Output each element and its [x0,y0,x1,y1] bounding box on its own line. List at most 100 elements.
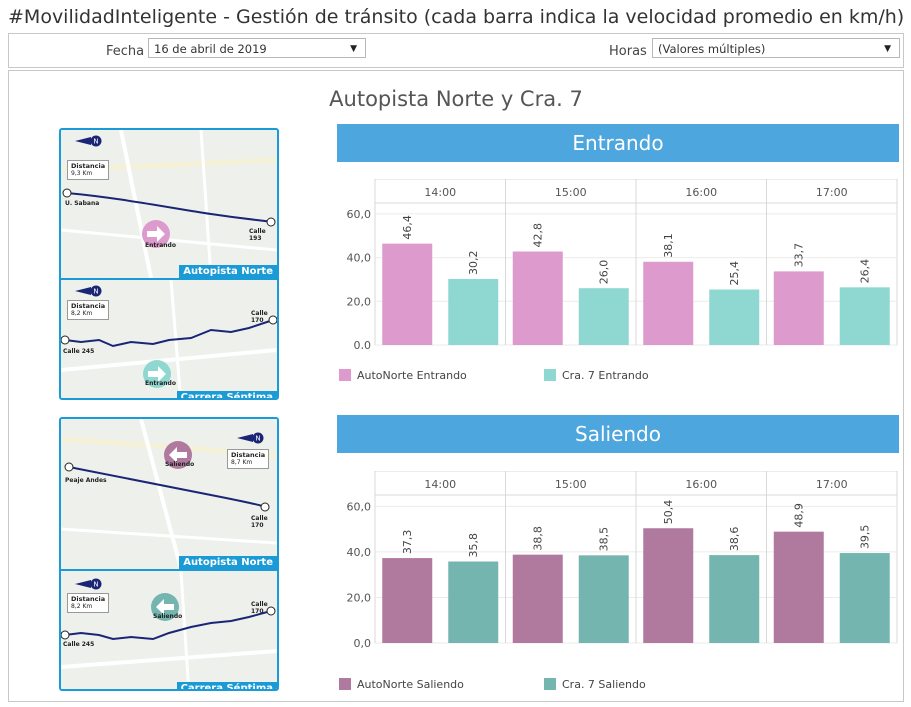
end-label: Calle 170 [251,310,268,324]
data-label: 37,3 [401,530,414,555]
start-label: U. Sabana [65,200,100,207]
data-label: 26,4 [859,259,872,284]
data-label: 48,9 [793,503,806,528]
legend-saliendo-2: Cra. 7 Saliendo [544,678,646,691]
fecha-label: Fecha [106,44,145,59]
data-label: 39,5 [859,525,872,550]
start-label: Calle 245 [63,641,95,648]
bar [773,531,824,643]
map-saliendo[interactable]: N Distancia 8,7 Km Peaje Andes Calle 170 … [59,417,279,691]
legend-label: Cra. 7 Saliendo [562,678,646,691]
y-tick-label: 20,0 [347,295,372,308]
chart-entrando: 0,0 20,0 40,0 60,0 14:00 46,4 30,2 15:00 42,8 26,… [347,179,898,349]
data-label: 46,4 [401,215,414,240]
y-tick-label: 20,0 [347,591,372,604]
map-background: N [61,130,277,278]
data-label: 35,8 [467,533,480,558]
legend-swatch [339,678,351,690]
map-background: N [61,280,277,398]
arrow-right-icon [143,360,171,388]
chevron-down-icon: ▼ [350,44,357,54]
distance-box: Distancia 8,2 Km [67,300,110,320]
legend-label: Cra. 7 Entrando [562,369,649,382]
arrow-left-icon [164,441,192,469]
bar [709,555,760,643]
category-label: 14:00 [424,186,456,199]
map-autopista-norte-entrando: N Distancia 9,3 Km U. Sabana Calle 193 En… [61,130,277,278]
direction-label: Entrando [145,380,176,387]
legend-entrando-2: Cra. 7 Entrando [544,369,649,382]
fecha-value: 16 de abril de 2019 [154,42,267,56]
data-label: 42,8 [532,223,545,248]
bar [643,261,694,345]
bar [839,553,890,643]
legend-label: AutoNorte Entrando [357,369,467,382]
bar [382,558,433,643]
map-entrando[interactable]: N Distancia 9,3 Km U. Sabana Calle 193 En… [59,128,279,400]
direction-label: Saliendo [165,461,195,468]
north-arrow-icon: N [75,578,102,590]
map-carrera-septima-entrando: N Distancia 8,2 Km Calle 245 Calle 170 En… [61,278,277,398]
map-background: N [61,571,277,689]
legend-swatch [544,678,556,690]
end-label: Calle 193 [249,228,266,242]
chevron-down-icon: ▼ [884,44,891,54]
y-tick-label: 0,0 [354,637,372,650]
data-label: 38,5 [598,527,611,552]
filter-bar: Fecha 16 de abril de 2019 ▼ Horas (Valor… [8,33,904,68]
bar [512,251,563,345]
fecha-dropdown[interactable]: 16 de abril de 2019 ▼ [148,38,366,58]
end-label: Calle 170 [251,515,268,529]
dashboard-panel: Autopista Norte y Cra. 7 N [8,70,904,702]
map-autopista-norte-saliendo: N Distancia 8,7 Km Peaje Andes Calle 170 … [61,419,277,569]
bar [578,288,629,345]
category-label: 15:00 [555,186,587,199]
direction-label: Entrando [145,242,176,249]
category-label: 15:00 [555,478,587,491]
distance-box: Distancia 8,7 Km [227,449,270,469]
end-label: Calle 170 [251,601,268,615]
bar [512,554,563,643]
north-arrow-icon: N [237,432,264,444]
banner-entrando: Entrando [337,124,899,162]
data-label: 26,0 [598,260,611,285]
distance-box: Distancia 8,2 Km [67,593,110,613]
banner-saliendo: Saliendo [337,415,899,453]
y-tick-label: 0,0 [354,339,372,349]
panel-title: Autopista Norte y Cra. 7 [329,87,583,111]
start-label: Calle 245 [63,348,95,355]
north-arrow-icon: N [75,135,102,147]
svg-text:N: N [93,288,98,296]
y-tick-label: 60,0 [347,500,372,513]
y-tick-label: 40,0 [347,546,372,559]
bar [382,243,433,345]
map-background: N [61,419,277,569]
bar [839,287,890,345]
data-label: 30,2 [467,251,480,275]
legend-saliendo: AutoNorte Saliendo [339,678,464,691]
svg-text:N: N [255,435,260,443]
route-name: Carrera Séptima [176,682,277,689]
bar [773,271,824,345]
y-tick-label: 40,0 [347,252,372,265]
svg-text:N: N [93,581,98,589]
data-label: 33,7 [793,243,806,268]
legend-entrando: AutoNorte Entrando [339,369,467,382]
legend-label: AutoNorte Saliendo [357,678,464,691]
arrow-left-icon [151,593,179,621]
horas-label: Horas [609,44,647,59]
start-label: Peaje Andes [65,477,107,484]
data-label: 38,1 [662,233,675,258]
bar [448,561,499,643]
route-name: Autopista Norte [179,556,277,569]
direction-label: Saliendo [153,613,183,620]
horas-dropdown[interactable]: (Valores múltiples) ▼ [652,38,900,58]
bar [448,279,499,345]
dashboard-title: #MovilidadInteligente - Gestión de tráns… [8,6,905,28]
north-arrow-icon: N [75,285,102,297]
data-label: 38,6 [728,527,741,552]
category-label: 16:00 [685,186,717,199]
route-name: Autopista Norte [179,265,277,278]
route-name: Carrera Séptima [176,391,277,398]
legend-swatch [339,369,351,381]
